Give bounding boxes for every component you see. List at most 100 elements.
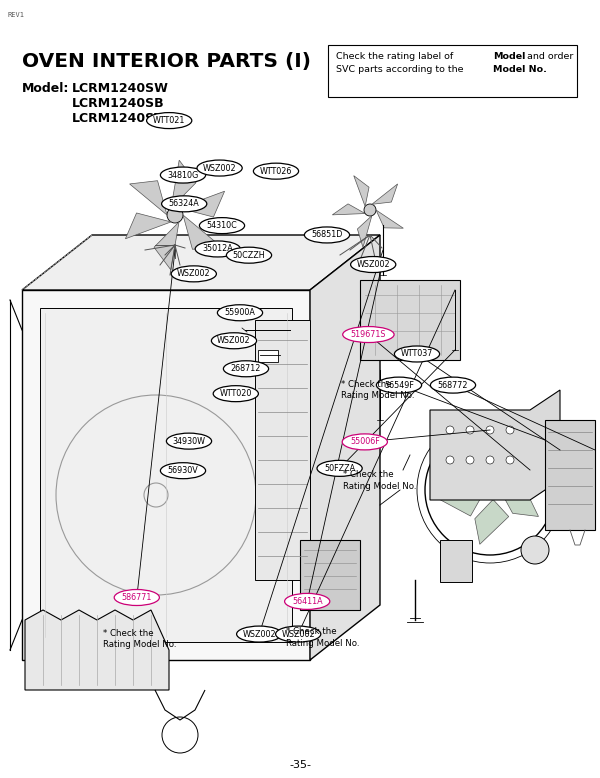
- Circle shape: [482, 482, 498, 498]
- Ellipse shape: [350, 257, 396, 272]
- Text: WSZ002: WSZ002: [217, 336, 251, 345]
- Polygon shape: [430, 390, 560, 500]
- Circle shape: [486, 426, 494, 434]
- Polygon shape: [376, 210, 403, 228]
- Polygon shape: [154, 222, 179, 270]
- Text: Check the rating label of: Check the rating label of: [336, 52, 456, 61]
- Polygon shape: [500, 480, 538, 517]
- Circle shape: [506, 426, 514, 434]
- Circle shape: [446, 456, 454, 464]
- Text: WTT020: WTT020: [220, 389, 252, 398]
- Text: Model: Model: [493, 52, 526, 61]
- Text: WTT037: WTT037: [401, 349, 433, 359]
- Ellipse shape: [304, 227, 350, 243]
- Circle shape: [446, 426, 454, 434]
- Text: 34930W: 34930W: [173, 436, 205, 446]
- Polygon shape: [22, 235, 380, 290]
- Ellipse shape: [317, 461, 362, 476]
- Text: WSZ002: WSZ002: [177, 269, 211, 279]
- FancyBboxPatch shape: [328, 45, 577, 97]
- Text: Model:: Model:: [22, 82, 70, 95]
- Text: * Check the
Rating Model No.: * Check the Rating Model No.: [343, 470, 416, 491]
- Ellipse shape: [199, 218, 245, 233]
- Text: 56851D: 56851D: [311, 230, 343, 240]
- Ellipse shape: [197, 160, 242, 176]
- Text: WSZ002: WSZ002: [242, 629, 276, 639]
- Ellipse shape: [223, 361, 269, 377]
- Ellipse shape: [226, 247, 272, 263]
- Circle shape: [466, 456, 474, 464]
- Ellipse shape: [146, 113, 192, 128]
- Text: 34810G: 34810G: [167, 170, 199, 180]
- Circle shape: [466, 426, 474, 434]
- Text: WTT021: WTT021: [153, 116, 185, 125]
- Text: WSZ002: WSZ002: [281, 629, 315, 639]
- Ellipse shape: [211, 333, 257, 349]
- Ellipse shape: [342, 434, 388, 450]
- Text: 56411A: 56411A: [292, 597, 323, 606]
- Polygon shape: [179, 191, 224, 217]
- Text: 54310C: 54310C: [206, 221, 238, 230]
- Text: 56549F: 56549F: [384, 380, 414, 390]
- Ellipse shape: [160, 463, 206, 478]
- Ellipse shape: [275, 626, 321, 642]
- Ellipse shape: [376, 377, 422, 393]
- Polygon shape: [171, 160, 196, 208]
- Text: SVC parts according to the: SVC parts according to the: [336, 65, 467, 74]
- Polygon shape: [183, 215, 220, 249]
- Polygon shape: [354, 176, 369, 206]
- Polygon shape: [255, 320, 310, 580]
- Text: 586771: 586771: [122, 593, 152, 602]
- Text: LCRM1240SB: LCRM1240SB: [72, 97, 164, 110]
- Polygon shape: [490, 452, 530, 481]
- Circle shape: [167, 207, 183, 223]
- Polygon shape: [40, 308, 292, 642]
- Circle shape: [506, 456, 514, 464]
- Polygon shape: [358, 216, 372, 247]
- Ellipse shape: [166, 433, 212, 449]
- Text: 568772: 568772: [438, 380, 468, 390]
- Polygon shape: [545, 420, 595, 530]
- Text: 50CZZH: 50CZZH: [233, 251, 265, 260]
- Polygon shape: [125, 213, 171, 239]
- Text: 35012A: 35012A: [202, 244, 233, 254]
- Text: 519671S: 519671S: [350, 330, 386, 339]
- Text: 50FZZA: 50FZZA: [324, 464, 355, 473]
- Polygon shape: [332, 204, 365, 215]
- Polygon shape: [25, 610, 169, 690]
- Polygon shape: [300, 540, 360, 610]
- Text: 56930V: 56930V: [167, 466, 199, 475]
- Ellipse shape: [160, 167, 206, 183]
- Ellipse shape: [195, 241, 241, 257]
- Circle shape: [521, 536, 549, 564]
- Polygon shape: [435, 485, 482, 516]
- Ellipse shape: [343, 327, 394, 342]
- Polygon shape: [440, 540, 472, 582]
- Ellipse shape: [161, 196, 207, 212]
- Text: LCRM1240SW: LCRM1240SW: [72, 82, 169, 95]
- Polygon shape: [372, 184, 398, 205]
- Polygon shape: [310, 235, 380, 660]
- Text: OVEN INTERIOR PARTS (I): OVEN INTERIOR PARTS (I): [22, 52, 311, 71]
- Text: WSZ002: WSZ002: [203, 163, 236, 173]
- Text: REV1: REV1: [8, 12, 25, 18]
- Text: LCRM1240ST: LCRM1240ST: [72, 112, 164, 125]
- Text: WTT026: WTT026: [260, 166, 292, 176]
- Text: and order: and order: [524, 52, 574, 61]
- Text: WSZ002: WSZ002: [356, 260, 390, 269]
- Ellipse shape: [171, 266, 217, 282]
- Text: 55006F: 55006F: [350, 437, 380, 447]
- Polygon shape: [459, 440, 485, 484]
- Polygon shape: [475, 499, 509, 545]
- Ellipse shape: [217, 305, 263, 321]
- Ellipse shape: [284, 594, 330, 609]
- Text: 268712: 268712: [231, 364, 261, 373]
- Ellipse shape: [253, 163, 299, 179]
- Polygon shape: [360, 280, 460, 360]
- Bar: [258, 350, 278, 362]
- Circle shape: [486, 456, 494, 464]
- Text: Model No.: Model No.: [493, 65, 547, 74]
- Ellipse shape: [430, 377, 476, 393]
- Text: * Check the
Rating Model No.: * Check the Rating Model No.: [341, 380, 414, 401]
- Text: -35-: -35-: [289, 760, 311, 770]
